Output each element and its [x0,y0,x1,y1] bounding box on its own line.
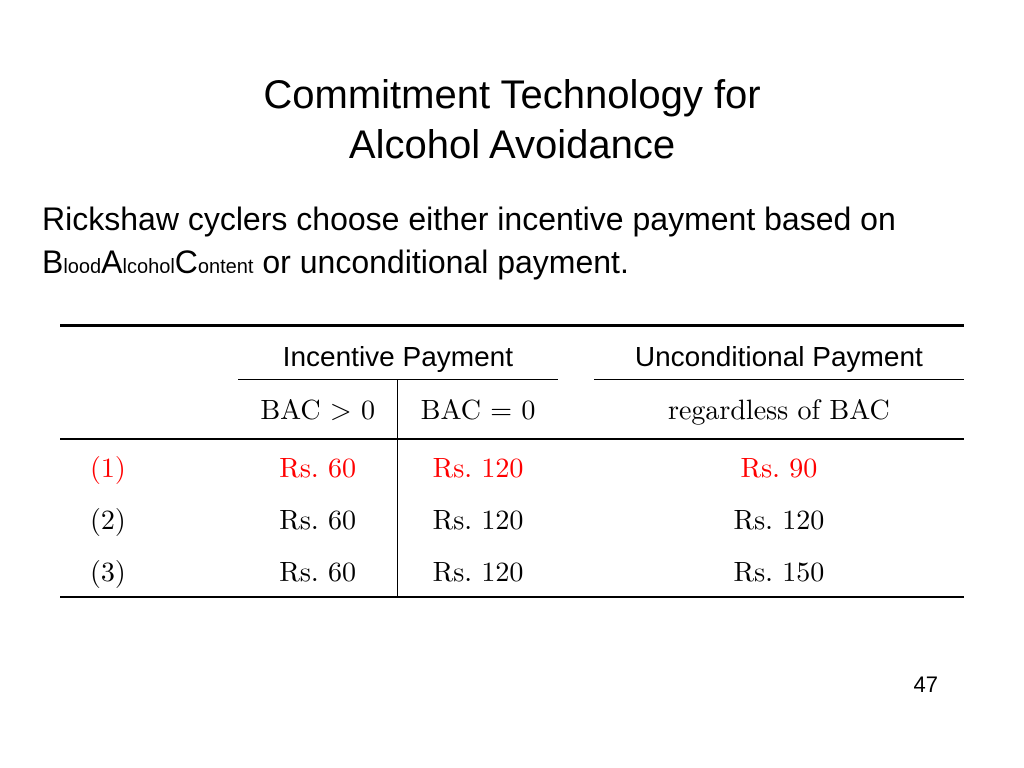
table-row: (2) Rs. 60 Rs. 120 Rs. 120 [60,492,964,544]
table-row: (1) Rs. 60 Rs. 120 Rs. 90 [60,439,964,492]
title-line-2: Alcohol Avoidance [349,123,675,167]
bac-b: B [42,244,63,280]
bac-c: C [175,244,198,280]
bac-ontent: ontent [198,256,254,278]
header-incentive: Incentive Payment [238,326,558,380]
cell-uncond: Rs. 120 [594,492,964,544]
cell-bac-gt0: Rs. 60 [238,544,398,597]
page-number: 47 [914,672,938,698]
table-row: (3) Rs. 60 Rs. 120 Rs. 150 [60,544,964,597]
cell-bac-gt0: Rs. 60 [238,439,398,492]
cell-uncond: Rs. 150 [594,544,964,597]
body-text: Rickshaw cyclers choose either incentive… [0,170,1024,284]
body-suffix: or unconditional payment. [253,244,628,280]
subheader-bac-gt0: BAC > 0 [238,380,398,440]
bac-a: A [101,244,122,280]
header-unconditional: Unconditional Payment [594,326,964,380]
cell-bac-gt0: Rs. 60 [238,492,398,544]
payment-table: Incentive Payment Unconditional Payment … [60,324,964,598]
cell-bac-eq0: Rs. 120 [398,492,558,544]
bac-lcohol: lcohol [123,256,175,278]
title-line-1: Commitment Technology for [263,73,760,117]
slide-title: Commitment Technology for Alcohol Avoida… [0,0,1024,170]
slide: Commitment Technology for Alcohol Avoida… [0,0,1024,768]
bac-lood: lood [63,256,101,278]
row-index: (3) [60,544,238,597]
cell-bac-eq0: Rs. 120 [398,544,558,597]
cell-uncond: Rs. 90 [594,439,964,492]
subheader-regardless: regardless of BAC [594,380,964,440]
subheader-bac-eq0: BAC = 0 [398,380,558,440]
body-prefix: Rickshaw cyclers choose either incentive… [42,201,896,237]
row-index: (1) [60,439,238,492]
row-index: (2) [60,492,238,544]
cell-bac-eq0: Rs. 120 [398,439,558,492]
